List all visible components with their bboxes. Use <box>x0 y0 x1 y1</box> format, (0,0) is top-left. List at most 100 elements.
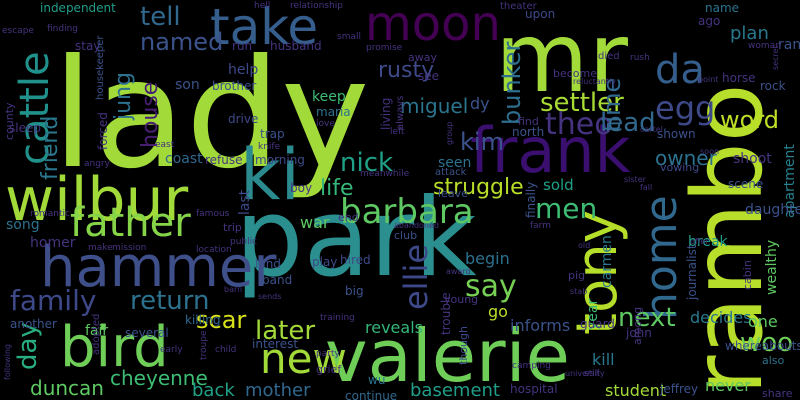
cloud-word: egg <box>655 89 716 127</box>
cloud-word: leave <box>438 187 468 200</box>
cloud-word: shoot <box>733 151 772 167</box>
cloud-word: wealthy <box>764 239 780 295</box>
cloud-word: romantic <box>30 209 70 219</box>
cloud-word: land <box>255 257 281 271</box>
cloud-word: point <box>698 75 719 84</box>
cloud-word: lady <box>52 28 370 202</box>
cloud-word: next <box>618 303 676 333</box>
cloud-word: promise <box>366 43 403 53</box>
cloud-word: plan <box>730 23 769 44</box>
cloud-word: owner <box>655 146 717 170</box>
cloud-word: husband <box>270 39 322 53</box>
cloud-word: ellie <box>397 243 435 310</box>
cloud-word: knife <box>258 142 281 152</box>
cloud-word: mother <box>245 380 311 400</box>
cloud-word: finally <box>524 181 538 218</box>
cloud-word: escape <box>2 26 34 36</box>
cloud-word: back <box>192 380 235 400</box>
cloud-word: seen <box>438 155 472 171</box>
cloud-word: maria <box>316 105 351 119</box>
cloud-word: frank <box>470 114 631 187</box>
cloud-word: valerie <box>325 314 570 398</box>
cloud-word: john <box>626 326 652 340</box>
cloud-word: student <box>605 381 667 400</box>
cloud-word: miguel <box>400 94 469 118</box>
cloud-word: nick <box>340 148 394 178</box>
cloud-word: wilbur <box>5 165 189 235</box>
cloud-word: child <box>215 345 237 355</box>
cloud-word: drive <box>228 112 259 126</box>
cloud-word: public <box>230 237 258 247</box>
cloud-word: never <box>705 376 751 395</box>
cloud-word: morning <box>255 153 305 167</box>
cloud-word: sleep <box>9 121 41 135</box>
cloud-word: stab <box>570 287 588 296</box>
cloud-word: cartel <box>640 125 663 134</box>
cloud-word: name <box>705 1 740 15</box>
cloud-word: bunker <box>498 41 526 125</box>
cloud-word: find <box>518 115 539 128</box>
cloud-word: guard <box>580 317 615 331</box>
cloud-word: vowing <box>660 161 700 174</box>
cloud-word: friend <box>38 115 63 180</box>
cloud-word: named <box>140 28 224 56</box>
cloud-word: help <box>228 62 259 78</box>
cloud-word: sends <box>258 292 282 301</box>
cloud-word: soon <box>700 147 720 156</box>
cloud-word: ago <box>698 14 721 28</box>
cloud-word: rush <box>630 53 650 63</box>
cloud-word: fair <box>85 323 109 339</box>
cloud-word: hospital <box>510 382 558 396</box>
cloud-word: camping <box>512 361 551 371</box>
cloud-word: keep <box>312 89 346 105</box>
cloud-word: attack <box>435 167 467 178</box>
cloud-word: forced <box>96 112 110 150</box>
cloud-word: love <box>316 119 335 129</box>
cloud-word: hell <box>254 1 271 11</box>
cloud-word: theater <box>500 1 537 12</box>
cloud-word: brother <box>212 79 257 93</box>
cloud-word: small <box>337 32 361 42</box>
cloud-word: continue <box>345 389 398 400</box>
cloud-word: theo <box>545 107 613 142</box>
cloud-word: ranch <box>778 37 800 53</box>
cloud-word: famous <box>196 209 230 219</box>
cloud-word: secret <box>771 45 780 70</box>
cloud-word: barn <box>224 285 243 294</box>
cloud-word: tell <box>140 2 181 32</box>
cloud-word: pig <box>568 269 586 282</box>
cloud-word: later <box>255 316 316 346</box>
cloud-word: men <box>535 192 598 225</box>
cloud-word: away <box>408 51 437 64</box>
cloud-word: woo <box>740 328 794 358</box>
cloud-word: share <box>762 387 793 400</box>
cloud-word: group <box>445 121 454 145</box>
cloud-word: trap <box>260 127 285 141</box>
cloud-word: mission <box>112 243 147 253</box>
cloud-word: become <box>553 67 598 80</box>
cloud-word: jeffrey <box>660 382 699 396</box>
cloud-word: horse <box>722 71 756 85</box>
cloud-word: make <box>88 243 113 253</box>
cloud-word: go <box>488 302 508 321</box>
cloud-word: ki <box>240 134 300 216</box>
cloud-word: big <box>345 284 364 298</box>
cloud-word: farm <box>530 221 551 231</box>
cloud-word: begin <box>465 249 510 268</box>
cloud-word: one <box>748 312 778 331</box>
cloud-word: daughter <box>745 202 800 218</box>
cloud-word: adopted <box>91 313 102 355</box>
cloud-word: interest <box>252 337 299 351</box>
cloud-word: homer <box>30 235 76 251</box>
cloud-word: cabin <box>741 260 754 290</box>
cloud-word: mr <box>495 2 628 114</box>
cloud-word: break <box>688 234 728 250</box>
cloud-word: club <box>394 229 418 242</box>
cloud-word: da <box>655 47 705 93</box>
cloud-word: finding <box>47 24 79 34</box>
cloud-word: refuse <box>205 153 243 167</box>
cloud-word: meanwhile <box>360 169 410 179</box>
cloud-word: new <box>260 334 347 383</box>
cloud-word: party <box>316 349 340 359</box>
